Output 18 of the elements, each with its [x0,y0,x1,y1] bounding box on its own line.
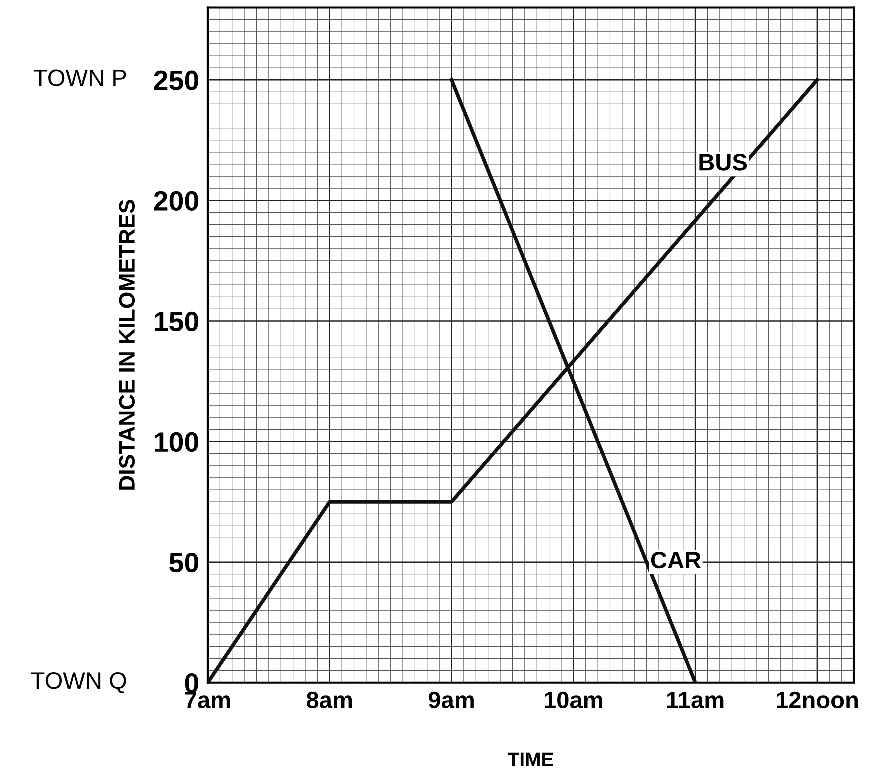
x-tick-label: 8am [306,692,352,709]
series-label: BUS [700,154,748,171]
x-tick-label: 11am [668,692,724,709]
x-tick-label: 9am [428,692,474,709]
text: TOWN Q [31,672,126,694]
y-tick-label: 50 [170,552,199,573]
x-axis-title: TIME [508,752,554,766]
x-tick-label: 7am [185,692,230,709]
x-tick-label: 12noon [776,692,858,709]
series-label: CAR [651,552,702,569]
y-tick-label: 200 [154,191,199,211]
text: TOWN P [34,70,126,86]
y-tick-label: 0 [185,674,199,694]
y-tick-label: 100 [155,432,199,452]
y-tick-label: 150 [155,312,199,332]
y-axis-title: DISTANCE IN KILOMETRES [119,200,136,490]
y-tick-label: 250 [154,70,199,90]
x-tick-label: 10am [544,692,602,709]
